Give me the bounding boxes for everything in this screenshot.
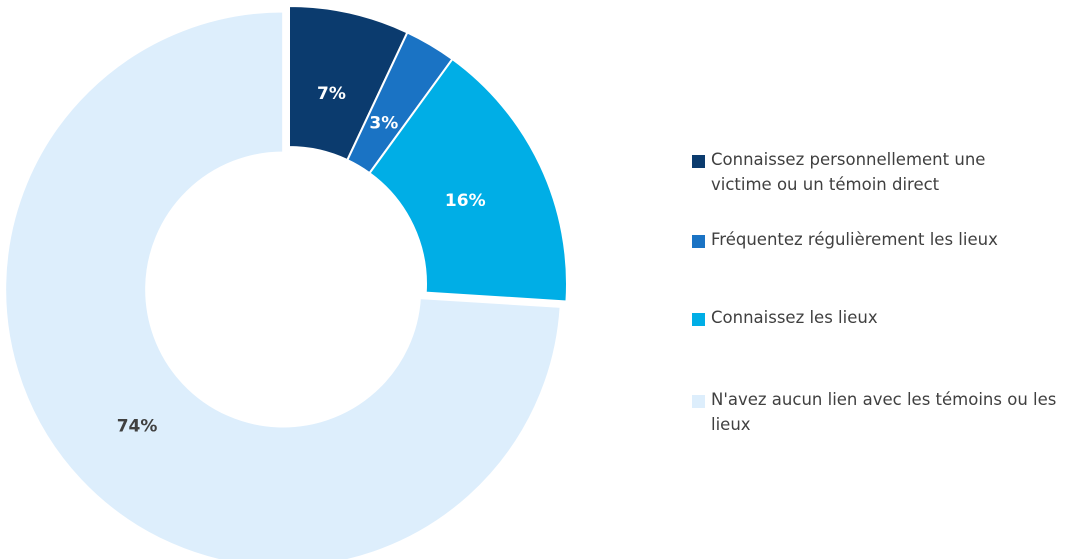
legend-label-1: Connaissez personnellement une victime o… <box>711 150 986 194</box>
legend-swatch-4 <box>692 395 705 408</box>
legend-label-4: N'avez aucun lien avec les témoins ou le… <box>711 390 1057 434</box>
legend-label-3: Connaissez les lieux <box>711 308 878 327</box>
donut-slice-aucun-lien <box>4 10 562 559</box>
legend-swatch-2 <box>692 235 705 248</box>
legend-item-1: Connaissez personnellement une victime o… <box>692 150 1062 197</box>
legend-item-2: Fréquentez régulièrement les lieux <box>692 230 1062 252</box>
data-label-frequentez-lieux: 3% <box>369 114 398 134</box>
data-label-victime-temoin: 7% <box>317 84 346 104</box>
chart-legend: Connaissez personnellement une victime o… <box>692 0 1062 559</box>
legend-item-4: N'avez aucun lien avec les témoins ou le… <box>692 390 1062 437</box>
donut-data-labels: 7% 3% 16% 74% <box>117 84 486 437</box>
legend-swatch-3 <box>692 313 705 326</box>
data-label-aucun-lien: 74% <box>117 417 158 437</box>
donut-slices <box>4 4 568 559</box>
donut-slice-connaissez-lieux <box>368 57 568 303</box>
data-label-connaissez-lieux: 16% <box>445 191 486 211</box>
legend-swatch-1 <box>692 155 705 168</box>
legend-label-2: Fréquentez régulièrement les lieux <box>711 230 998 249</box>
legend-item-3: Connaissez les lieux <box>692 308 1062 330</box>
